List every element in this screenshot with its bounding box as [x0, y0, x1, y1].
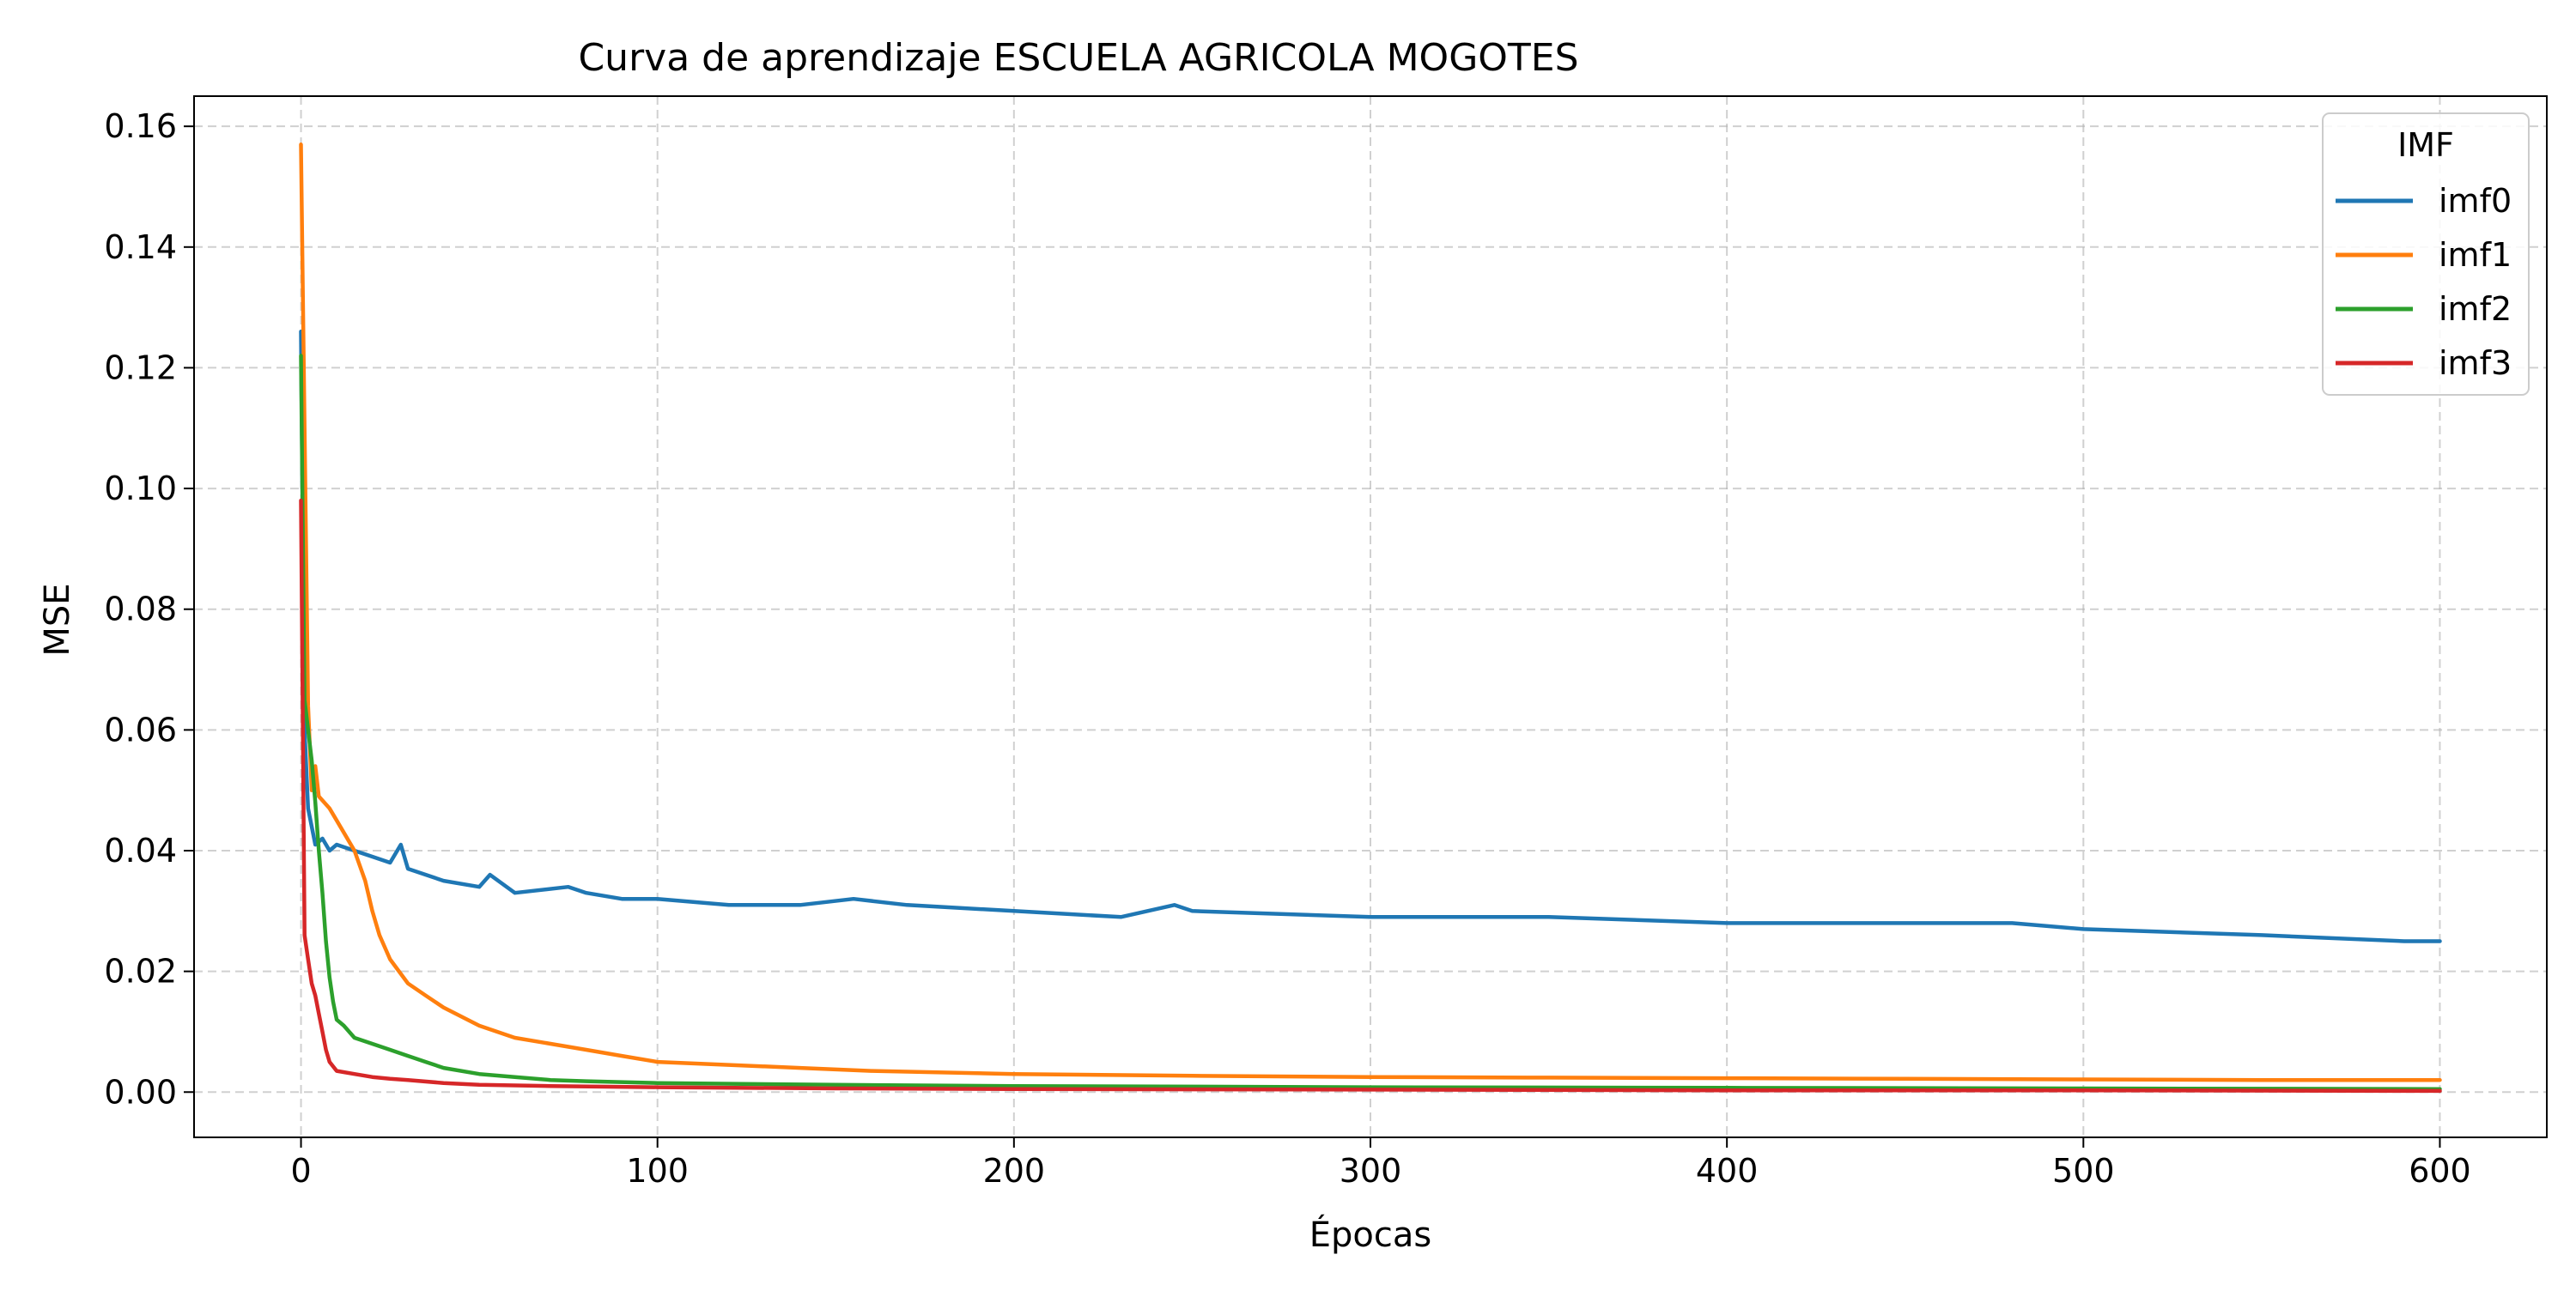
series-line-imf3	[299, 498, 2442, 1094]
y-tick-label: 0.14	[104, 228, 177, 266]
y-tick-label: 0.00	[104, 1073, 177, 1111]
y-tick-label: 0.12	[104, 349, 177, 386]
x-tick-label: 400	[1696, 1152, 1759, 1190]
x-axis-ticks: 0 100 200 300 400 500 600	[290, 1137, 2471, 1190]
y-tick-label: 0.10	[104, 470, 177, 507]
legend-label-imf0: imf0	[2439, 182, 2512, 220]
series-line-imf0	[299, 329, 2442, 943]
series-line-imf1	[299, 142, 2442, 1082]
legend-label-imf3: imf3	[2439, 344, 2512, 382]
x-tick-label: 100	[626, 1152, 689, 1190]
x-tick-label: 500	[2052, 1152, 2115, 1190]
series-lines	[299, 142, 2442, 1094]
x-tick-label: 600	[2409, 1152, 2471, 1190]
legend[interactable]: IMF imf0 imf1 imf2 imf3	[2322, 112, 2530, 396]
legend-label-imf2: imf2	[2439, 290, 2512, 328]
y-tick-label: 0.04	[104, 832, 177, 870]
x-tick-label: 0	[290, 1152, 311, 1190]
x-axis-label: Épocas	[1309, 1214, 1431, 1255]
chart-title: Curva de aprendizaje ESCUELA AGRICOLA MO…	[578, 36, 1578, 80]
x-tick-label: 300	[1340, 1152, 1402, 1190]
legend-box	[2322, 112, 2530, 396]
y-tick-label: 0.02	[104, 953, 177, 991]
y-axis-label: MSE	[38, 583, 77, 656]
y-tick-label: 0.16	[104, 107, 177, 145]
y-axis-ticks: 0.00 0.02 0.04 0.06 0.08 0.10 0.12 0.14 0.16	[104, 107, 194, 1111]
y-tick-label: 0.08	[104, 591, 177, 628]
y-tick-label: 0.06	[104, 711, 177, 749]
legend-label-imf1: imf1	[2439, 236, 2512, 274]
legend-items: imf0 imf1 imf2 imf3	[2336, 182, 2512, 382]
x-tick-label: 200	[983, 1152, 1046, 1190]
grid-lines	[194, 96, 2547, 1137]
legend-title: IMF	[2397, 126, 2454, 164]
series-line-imf2	[299, 354, 2442, 1091]
